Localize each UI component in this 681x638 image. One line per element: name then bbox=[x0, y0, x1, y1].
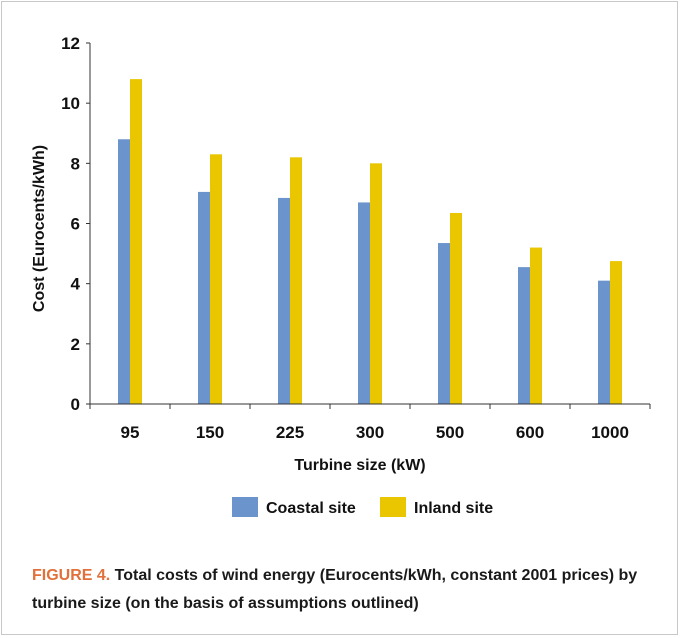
y-tick-label-4: 4 bbox=[71, 275, 81, 294]
bar-inland-1000 bbox=[610, 261, 622, 404]
bar-coastal-95 bbox=[118, 139, 130, 404]
y-tick-label-10: 10 bbox=[61, 94, 80, 113]
legend-label-coastal: Coastal site bbox=[266, 500, 356, 517]
bar-inland-500 bbox=[450, 213, 462, 404]
legend-label-inland: Inland site bbox=[414, 500, 493, 517]
figure-caption: FIGURE 4. Total costs of wind energy (Eu… bbox=[32, 562, 652, 618]
bar-coastal-500 bbox=[438, 243, 450, 404]
y-tick-label-2: 2 bbox=[71, 335, 80, 354]
bar-coastal-300 bbox=[358, 202, 370, 404]
bar-inland-300 bbox=[370, 163, 382, 404]
bar-inland-150 bbox=[210, 154, 222, 404]
x-tick-label-1000: 1000 bbox=[591, 423, 629, 442]
y-tick-label-0: 0 bbox=[71, 395, 80, 414]
bar-coastal-225 bbox=[278, 198, 290, 404]
x-tick-label-300: 300 bbox=[356, 423, 384, 442]
legend-swatch-coastal bbox=[232, 497, 258, 517]
y-tick-label-6: 6 bbox=[71, 215, 80, 234]
bar-coastal-1000 bbox=[598, 281, 610, 404]
y-tick-label-12: 12 bbox=[61, 34, 80, 53]
bar-coastal-150 bbox=[198, 192, 210, 404]
y-tick-label-8: 8 bbox=[71, 154, 80, 173]
y-axis-title: Cost (Eurocents/kWh) bbox=[31, 145, 48, 312]
x-tick-label-150: 150 bbox=[196, 423, 224, 442]
x-tick-label-500: 500 bbox=[436, 423, 464, 442]
bar-inland-225 bbox=[290, 157, 302, 404]
bar-coastal-600 bbox=[518, 267, 530, 404]
bar-inland-95 bbox=[130, 79, 142, 404]
figure-label: FIGURE 4. bbox=[32, 567, 110, 584]
x-axis-title: Turbine size (kW) bbox=[294, 457, 425, 474]
caption-text: Total costs of wind energy (Eurocents/kW… bbox=[32, 567, 637, 612]
bar-chart: 0 2 4 6 8 10 12 95 150 225 300 500 600 1000 Turbine si… bbox=[0, 0, 681, 540]
x-tick-label-95: 95 bbox=[121, 423, 140, 442]
bar-inland-600 bbox=[530, 248, 542, 404]
x-tick-label-600: 600 bbox=[516, 423, 544, 442]
x-tick-label-225: 225 bbox=[276, 423, 304, 442]
legend-swatch-inland bbox=[380, 497, 406, 517]
